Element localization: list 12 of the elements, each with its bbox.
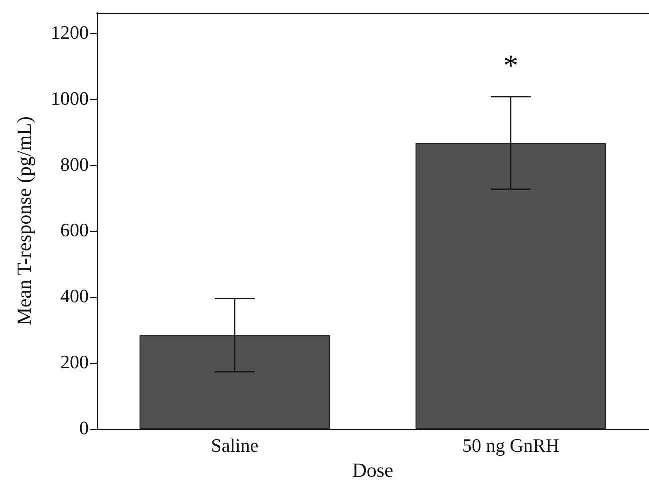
x-tick-label: Saline xyxy=(211,436,259,457)
y-tick-label: 1000 xyxy=(51,88,89,110)
y-tick-label: 1200 xyxy=(51,22,89,44)
x-tick-label: 50 ng GnRH xyxy=(462,436,560,457)
y-tick-label: 200 xyxy=(60,352,89,374)
y-tick-label: 400 xyxy=(60,286,89,308)
x-axis-title: Dose xyxy=(352,460,394,482)
y-tick-label: 0 xyxy=(80,418,89,440)
annotation: * xyxy=(504,50,518,82)
y-tick-label: 800 xyxy=(60,154,89,176)
y-tick-label: 600 xyxy=(60,220,89,242)
y-axis-title: Mean T-response (pg/mL) xyxy=(14,116,36,326)
